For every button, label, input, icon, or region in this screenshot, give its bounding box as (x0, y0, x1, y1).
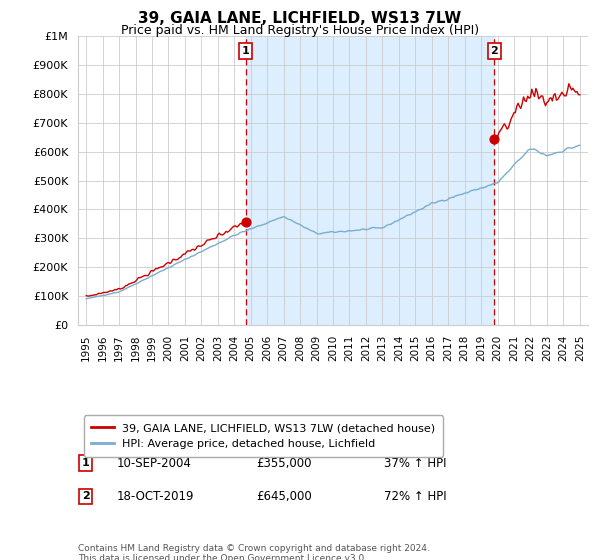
Text: £355,000: £355,000 (257, 457, 312, 470)
Text: £645,000: £645,000 (257, 490, 312, 503)
Text: 2: 2 (490, 46, 498, 56)
Text: 72% ↑ HPI: 72% ↑ HPI (384, 490, 446, 503)
Text: 39, GAIA LANE, LICHFIELD, WS13 7LW: 39, GAIA LANE, LICHFIELD, WS13 7LW (139, 11, 461, 26)
Text: Contains HM Land Registry data © Crown copyright and database right 2024.
This d: Contains HM Land Registry data © Crown c… (78, 544, 430, 560)
Text: 2: 2 (82, 491, 89, 501)
Legend: 39, GAIA LANE, LICHFIELD, WS13 7LW (detached house), HPI: Average price, detache: 39, GAIA LANE, LICHFIELD, WS13 7LW (deta… (83, 416, 443, 456)
Bar (246, 36, 494, 325)
Point (241, 218, 251, 227)
Text: 18-OCT-2019: 18-OCT-2019 (116, 490, 194, 503)
Text: 1: 1 (242, 46, 250, 56)
Text: 10-SEP-2004: 10-SEP-2004 (116, 457, 191, 470)
Point (490, 134, 499, 143)
Text: 1: 1 (82, 458, 89, 468)
Text: 37% ↑ HPI: 37% ↑ HPI (384, 457, 446, 470)
Text: Price paid vs. HM Land Registry's House Price Index (HPI): Price paid vs. HM Land Registry's House … (121, 24, 479, 36)
